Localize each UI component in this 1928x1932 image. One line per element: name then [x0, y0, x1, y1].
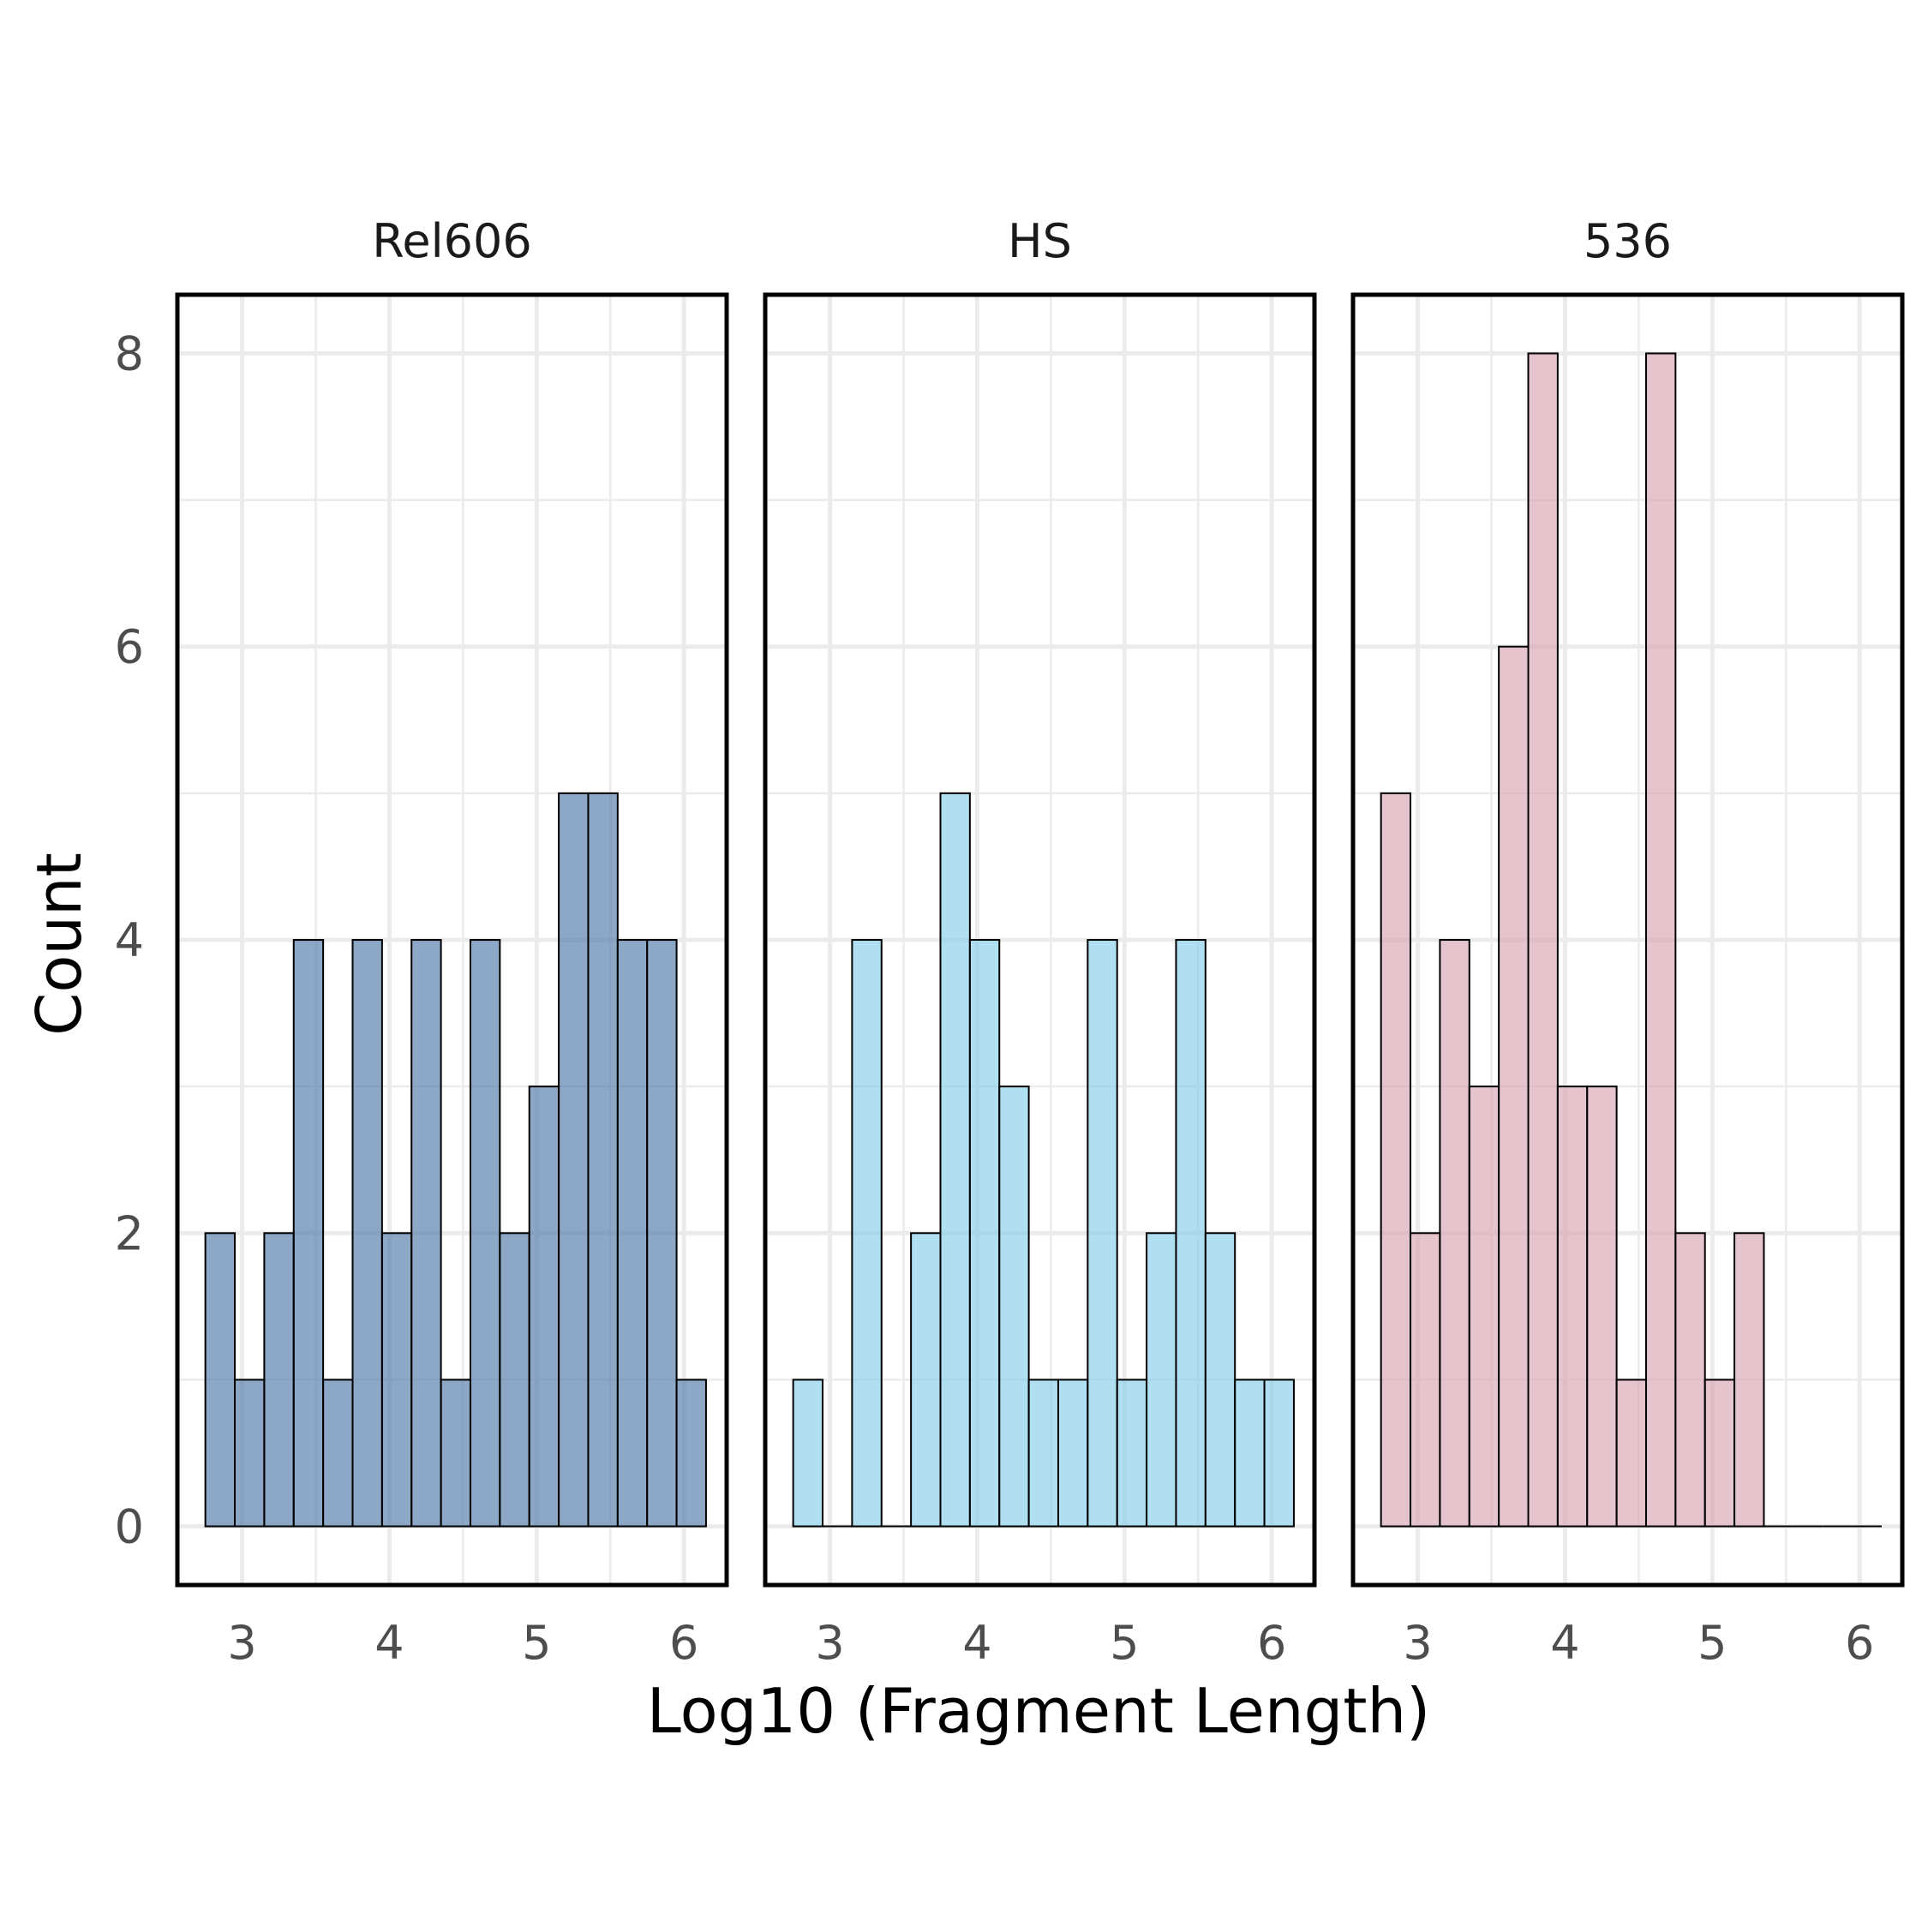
histogram-bar: [1263, 1379, 1295, 1528]
panel-rel606: Rel606 3 4 5 6: [175, 214, 729, 1670]
panel-title: 536: [1584, 214, 1672, 268]
histogram-bar: [1468, 1086, 1500, 1528]
histogram-bar: [1527, 352, 1559, 1528]
histogram-bar: [1234, 1379, 1266, 1528]
panel-border: [1350, 292, 1905, 1588]
histogram-bar: [939, 792, 971, 1528]
histogram-bar: [1146, 1232, 1177, 1528]
histogram-bar: [1057, 1379, 1089, 1528]
histogram-bar: [1556, 1086, 1589, 1528]
histogram-bar: [1615, 1379, 1647, 1528]
histogram-bar: [968, 939, 1001, 1528]
histogram-bar: [469, 939, 501, 1528]
histogram-bar: [1498, 645, 1530, 1528]
x-tick-label: 6: [1257, 1616, 1286, 1670]
x-tick-label: 6: [1845, 1616, 1874, 1670]
histogram-bar: [1644, 352, 1677, 1528]
y-tick-label: 6: [115, 620, 144, 674]
histogram-bar: [558, 792, 590, 1528]
histogram-bar: [1027, 1379, 1059, 1528]
histogram-bar: [1175, 939, 1206, 1528]
histogram-bar: [528, 1086, 560, 1528]
histogram-bar: [234, 1379, 266, 1528]
x-tick-label: 3: [1403, 1616, 1432, 1670]
histogram-bar: [851, 939, 883, 1528]
x-tick-label: 5: [522, 1616, 551, 1670]
histogram-bar: [1116, 1379, 1148, 1528]
histogram-bar: [499, 1232, 530, 1528]
histogram-bar: [1703, 1379, 1736, 1528]
histogram-bar: [351, 939, 383, 1528]
histogram-bar: [410, 939, 442, 1528]
y-tick-label: 4: [115, 913, 144, 967]
x-tick-label: 4: [962, 1616, 991, 1670]
histogram-bar: [792, 1379, 824, 1528]
histogram-bar: [380, 1232, 413, 1528]
y-tick-label: 0: [115, 1500, 144, 1554]
histogram-bar: [1439, 939, 1470, 1528]
panel-border: [175, 292, 729, 1588]
x-tick-label: 4: [1550, 1616, 1579, 1670]
x-tick-label: 5: [1697, 1616, 1727, 1670]
histogram-bar: [1674, 1232, 1706, 1528]
histogram-bar: [204, 1232, 237, 1528]
x-tick-label: 5: [1110, 1616, 1139, 1670]
panel-title: HS: [1008, 214, 1072, 268]
panel-title: Rel606: [372, 214, 531, 268]
panel-hs: HS 3 4 5 6: [763, 214, 1317, 1670]
y-axis-title: Count: [23, 852, 95, 1036]
histogram-bar: [1586, 1086, 1618, 1528]
panel-border: [763, 292, 1317, 1588]
x-tick-label: 4: [374, 1616, 404, 1670]
histogram-bar: [1087, 939, 1118, 1528]
histogram-bar: [1380, 792, 1412, 1528]
histogram-bar: [646, 939, 678, 1528]
histogram-bar: [440, 1379, 471, 1528]
x-tick-label: 6: [669, 1616, 698, 1670]
histogram-bar: [1410, 1232, 1441, 1528]
x-tick-label: 3: [815, 1616, 844, 1670]
histogram-bar: [910, 1232, 942, 1528]
histogram-bar: [1204, 1232, 1236, 1528]
histogram-bar: [322, 1379, 354, 1528]
x-tick-label: 3: [227, 1616, 256, 1670]
y-tick-label: 8: [115, 326, 144, 380]
histogram-bar: [675, 1379, 707, 1528]
histogram-bar: [587, 792, 619, 1528]
histogram-bar: [263, 1232, 295, 1528]
x-axis-title: Log10 (Fragment Length): [647, 1675, 1430, 1747]
histogram-bar: [292, 939, 325, 1528]
histogram-bar: [1733, 1232, 1765, 1528]
histogram-bar: [998, 1086, 1030, 1528]
histogram-bar: [616, 939, 649, 1528]
y-tick-label: 2: [115, 1206, 144, 1260]
panel-536: 536 3 4 5 6: [1350, 214, 1905, 1670]
